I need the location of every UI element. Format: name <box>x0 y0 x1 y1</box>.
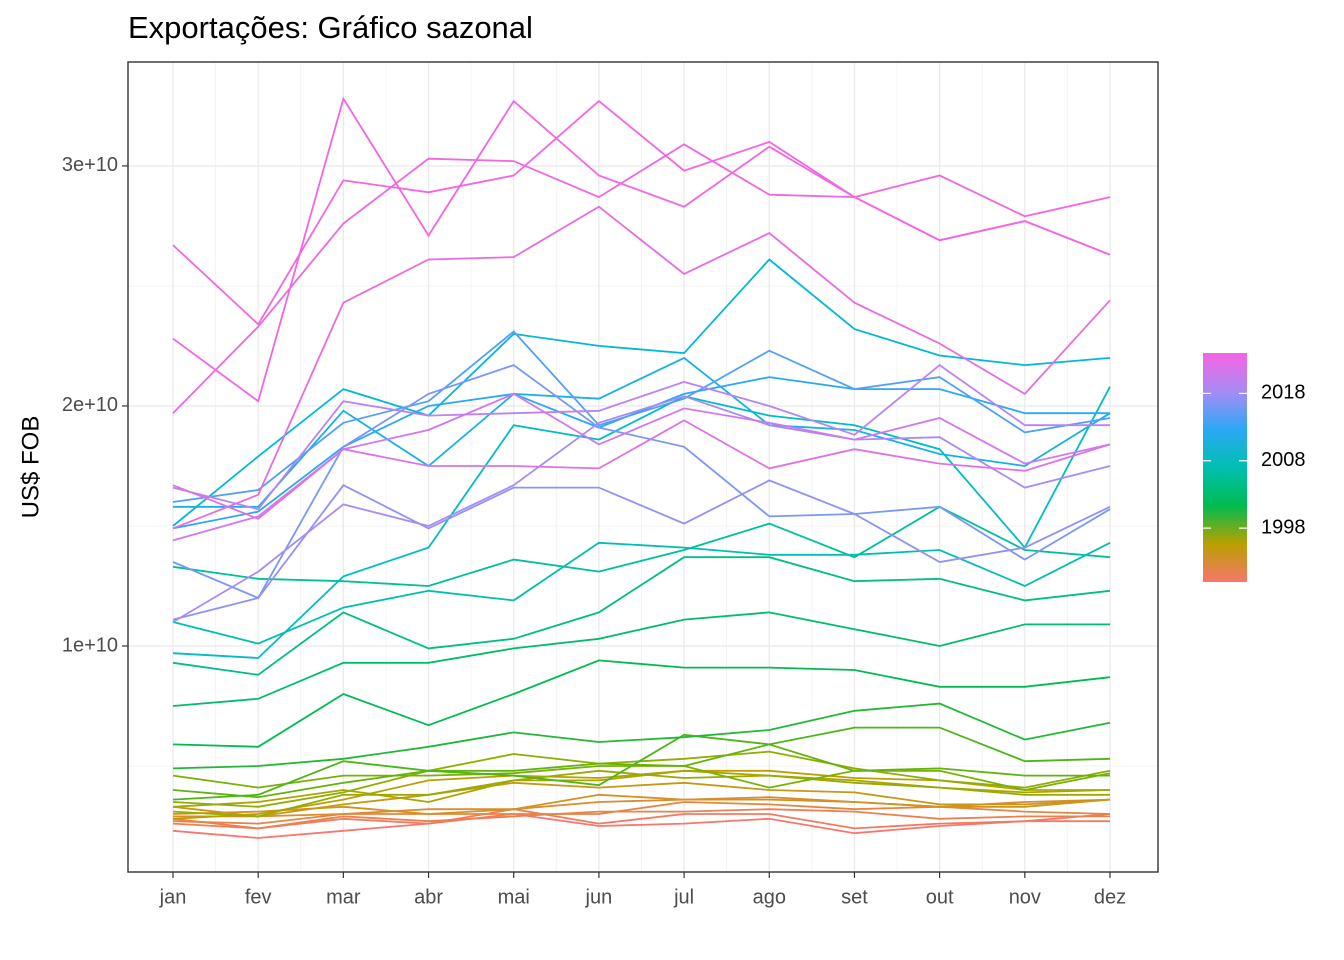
colorbar-label: 2008 <box>1261 449 1306 471</box>
series-line <box>172 376 1110 530</box>
series-line <box>172 743 1110 799</box>
series-line <box>172 793 1111 815</box>
y-tick-label: 1e+10 <box>62 634 118 656</box>
x-tick-label: dez <box>1094 886 1126 908</box>
series-line <box>172 96 1111 403</box>
x-tick-label: nov <box>1009 886 1041 908</box>
series-line <box>173 356 1111 508</box>
x-tick-label: ago <box>753 886 786 908</box>
series-line <box>172 364 1111 600</box>
x-tick-label: out <box>926 886 954 908</box>
x-tick-label: jun <box>585 886 613 908</box>
plot-background <box>128 62 1158 872</box>
x-tick-label: set <box>841 886 868 908</box>
series-line <box>172 99 1111 326</box>
series-line <box>172 330 1111 503</box>
series-line <box>172 258 1111 527</box>
y-axis-label: US$ FOB <box>17 416 44 519</box>
series-line <box>172 808 1110 830</box>
series-line <box>172 419 1111 520</box>
colorbar-label: 1998 <box>1261 516 1306 538</box>
x-tick-label: jul <box>673 886 694 908</box>
x-tick-label: abr <box>414 886 443 908</box>
x-tick-label: mar <box>326 886 361 908</box>
series-line <box>172 726 1111 801</box>
series-line <box>172 813 1111 839</box>
series-line <box>172 765 1111 791</box>
series-line <box>172 556 1111 676</box>
series-line <box>172 750 1111 808</box>
x-tick-label: jan <box>159 886 187 908</box>
colorbar-label: 2018 <box>1261 382 1306 404</box>
series-line <box>172 808 1110 830</box>
series-line <box>172 659 1111 748</box>
y-tick-label: 3e+10 <box>62 154 118 176</box>
series-line <box>172 541 1111 645</box>
series-line <box>172 769 1110 818</box>
chart-title: Exportações: Gráfico sazonal <box>128 10 533 45</box>
series-line <box>172 395 1111 623</box>
plot-border <box>127 61 1159 873</box>
series-line <box>172 505 1111 587</box>
series-line <box>172 611 1110 707</box>
x-tick-label: mai <box>498 886 530 908</box>
series-line <box>172 479 1111 621</box>
colorbar <box>1203 353 1247 582</box>
series-line <box>172 363 1110 511</box>
series-line <box>172 702 1111 770</box>
x-tick-label: fev <box>245 886 272 908</box>
series-line <box>172 205 1111 530</box>
y-tick-label: 2e+10 <box>62 394 118 416</box>
series-line <box>172 781 1111 818</box>
